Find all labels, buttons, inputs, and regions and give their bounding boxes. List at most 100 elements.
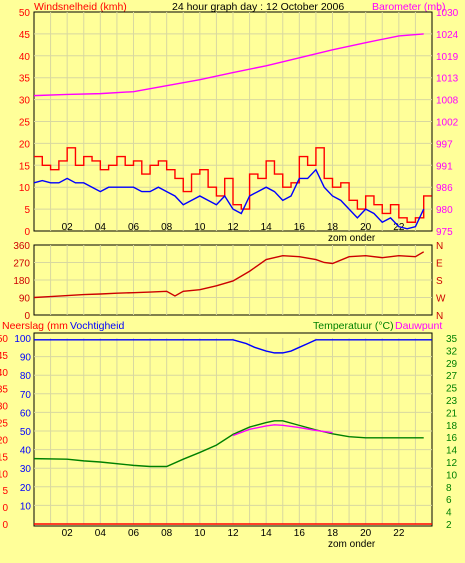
humidity-tick-label: 30	[20, 464, 32, 475]
temperature-tick-label: 35	[446, 334, 458, 345]
direction-tick-label: 180	[13, 276, 30, 287]
humidity-tick-label: 10	[20, 501, 32, 512]
temperature-axis-label: Temperatuur (°C)	[313, 320, 394, 332]
x-tick-label: 12	[227, 528, 239, 539]
wind-tick-label: 45	[19, 30, 31, 41]
dewpoint-axis-label: Dauwpunt	[395, 320, 442, 332]
rain-tick-label: 0	[2, 520, 8, 531]
temperature-tick-label: 32	[446, 346, 458, 357]
x-tick-label: 04	[95, 222, 107, 233]
temperature-tick-label: 29	[446, 359, 458, 370]
compass-tick-label: N	[436, 311, 443, 322]
humidity-tick-label: 100	[14, 334, 31, 345]
series-temperature	[33, 420, 424, 468]
direction-panel-series	[33, 251, 425, 299]
barometer-tick-label: 1002	[436, 118, 459, 129]
x-tick-label: 16	[294, 222, 306, 233]
x-tick-label: 02	[62, 222, 74, 233]
temp-panel-series	[33, 339, 432, 525]
x-tick-label: 16	[294, 528, 306, 539]
barometer-tick-label: 1008	[436, 96, 459, 107]
sunset-label-bottom: zom onder	[328, 539, 376, 550]
wind-tick-label: 0	[24, 227, 30, 238]
sunset-label: zom onder	[328, 233, 376, 244]
rain-tick-label: 15	[0, 452, 8, 463]
compass-tick-label: E	[436, 259, 443, 270]
rain-tick-label: 25	[0, 419, 8, 430]
wind-axis-label: Windsnelheid (kmh)	[34, 1, 127, 13]
temp-panel-ticks: 0 0 5 10 15 20 25 30 35 40 45 50 10 20 30 40 50 60 70 80 90 1…	[0, 334, 458, 539]
wind-panel-ticks: 0510152025303540455097598098699199710021…	[19, 8, 459, 238]
wind-tick-label: 30	[19, 96, 31, 107]
wind-tick-label: 20	[19, 139, 31, 150]
temperature-tick-label: 18	[446, 421, 458, 432]
compass-tick-label: S	[436, 276, 443, 287]
temperature-tick-label: 4	[446, 508, 452, 519]
humidity-tick-label: 80	[20, 371, 32, 382]
temperature-tick-label: 2	[446, 520, 452, 531]
barometer-tick-label: 980	[436, 205, 453, 216]
x-tick-label: 20	[360, 222, 372, 233]
barometer-tick-label: 1024	[436, 30, 459, 41]
humidity-tick-label: 40	[20, 446, 32, 457]
x-tick-label: 18	[327, 222, 339, 233]
barometer-tick-label: 1013	[436, 74, 459, 85]
direction-tick-label: 0	[24, 311, 30, 322]
direction-tick-label: 360	[13, 241, 30, 252]
series-gust	[34, 147, 432, 223]
wind-tick-label: 40	[19, 52, 31, 63]
rain-tick-label: 30	[0, 402, 8, 413]
barometer-axis-label: Barometer (mb)	[372, 1, 446, 13]
temperature-tick-label: 8	[446, 483, 452, 494]
temperature-tick-label: 21	[446, 408, 458, 419]
wind-tick-label: 5	[24, 205, 30, 216]
x-tick-label: 12	[227, 222, 239, 233]
x-tick-label: 18	[327, 528, 339, 539]
rain-tick-label: 35	[0, 385, 8, 396]
temperature-tick-label: 16	[446, 433, 458, 444]
x-tick-label: 14	[261, 222, 273, 233]
temperature-tick-label: 14	[446, 446, 458, 457]
wind-tick-label: 50	[19, 8, 31, 19]
direction-tick-label: 270	[13, 259, 30, 270]
rain-tick-label: 50	[0, 334, 8, 345]
temperature-tick-label: 6	[446, 495, 452, 506]
rain-tick-label: 45	[0, 351, 8, 362]
series-wind_direction	[33, 251, 425, 299]
barometer-tick-label: 997	[436, 139, 453, 150]
temperature-tick-label: 12	[446, 458, 458, 469]
temperature-tick-label: 25	[446, 384, 458, 395]
temp-panel-grid	[34, 338, 432, 524]
humidity-tick-label: 90	[20, 353, 32, 364]
x-tick-label: 22	[393, 222, 405, 233]
x-tick-label: 06	[128, 222, 140, 233]
barometer-tick-label: 1030	[436, 8, 459, 19]
wind-tick-label: 10	[19, 183, 31, 194]
temperature-tick-label: 10	[446, 470, 458, 481]
humidity-tick-label: 70	[20, 390, 32, 401]
x-tick-label: 08	[161, 528, 173, 539]
humidity-tick-label: 50	[20, 427, 32, 438]
x-tick-label: 10	[194, 528, 206, 539]
x-tick-label: 22	[393, 528, 405, 539]
barometer-tick-label: 986	[436, 183, 453, 194]
series-dewpoint	[232, 424, 333, 437]
series-wind	[33, 168, 425, 230]
series-humidity	[34, 339, 432, 354]
rain-tick-label: 5	[2, 486, 8, 497]
rain-tick-label: 0	[2, 503, 8, 514]
humidity-tick-label: 20	[20, 483, 32, 494]
chart-title: 24 hour graph day : 12 October 2006	[172, 1, 344, 13]
wind-tick-label: 15	[19, 161, 31, 172]
x-tick-label: 20	[360, 528, 372, 539]
wind-panel-series	[33, 33, 432, 230]
series-barometer	[33, 33, 424, 97]
direction-tick-label: 90	[19, 294, 31, 305]
x-tick-label: 02	[62, 528, 74, 539]
rain-axis-label: Neerslag (mm	[2, 320, 68, 332]
rain-tick-label: 40	[0, 368, 8, 379]
rain-tick-label: 10	[0, 469, 8, 480]
wind-tick-label: 35	[19, 74, 31, 85]
